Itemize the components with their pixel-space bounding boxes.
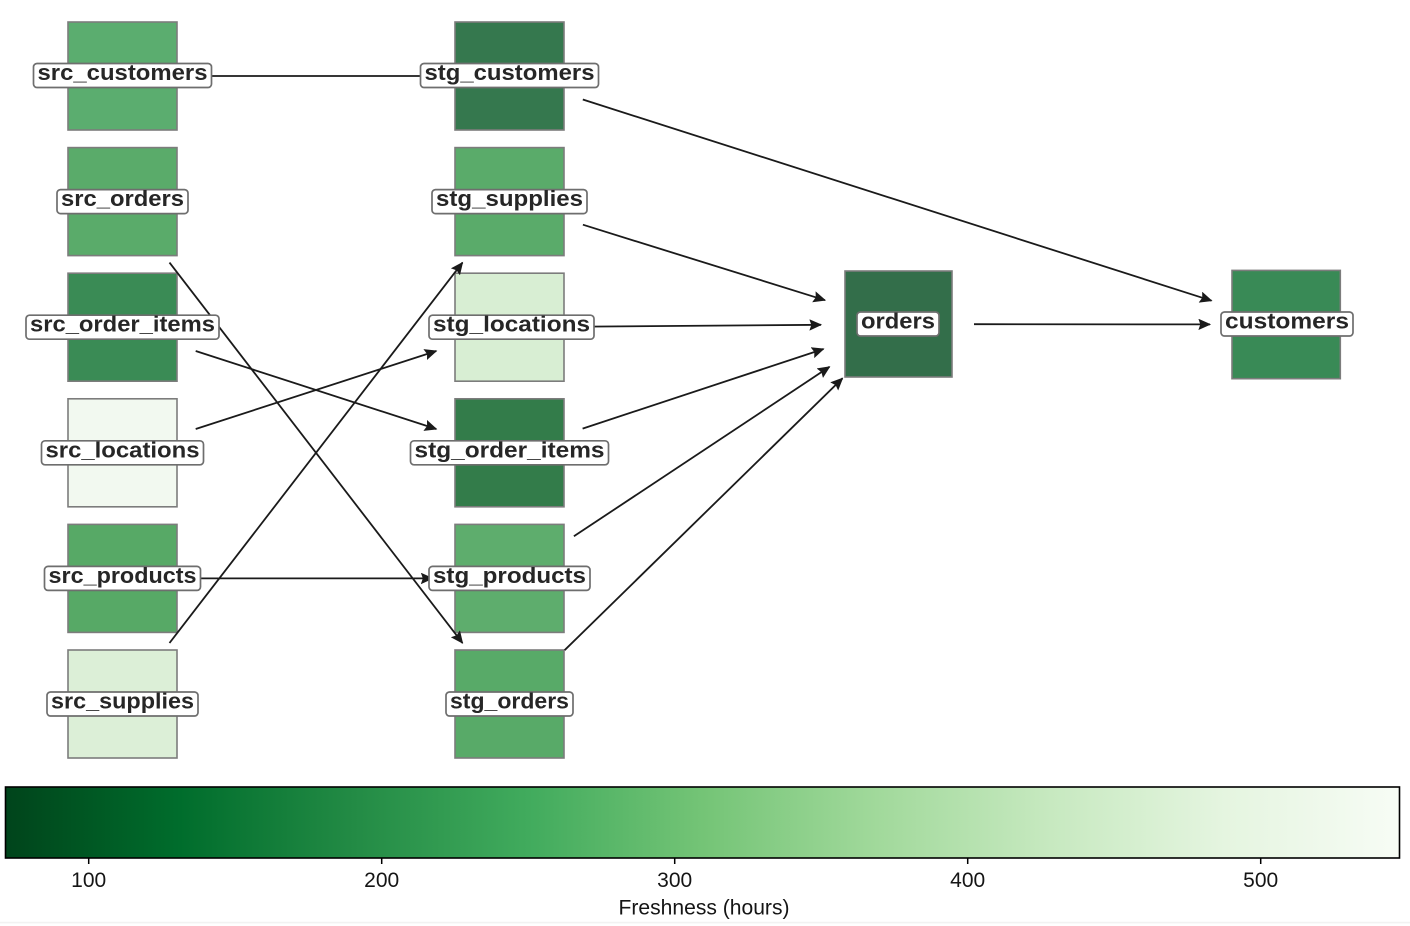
svg-text:300: 300 — [657, 869, 692, 892]
svg-text:Freshness (hours): Freshness (hours) — [619, 897, 790, 920]
svg-text:stg_products: stg_products — [433, 563, 586, 588]
svg-text:stg_order_items: stg_order_items — [415, 437, 605, 462]
svg-text:customers: customers — [1225, 309, 1349, 334]
svg-text:src_locations: src_locations — [46, 437, 200, 462]
svg-text:stg_orders: stg_orders — [450, 689, 569, 714]
svg-text:stg_supplies: stg_supplies — [436, 186, 583, 211]
svg-text:orders: orders — [861, 309, 935, 334]
svg-text:100: 100 — [71, 869, 106, 892]
svg-text:src_products: src_products — [49, 563, 197, 588]
svg-text:src_order_items: src_order_items — [30, 312, 215, 337]
svg-text:src_customers: src_customers — [38, 60, 208, 85]
svg-text:stg_locations: stg_locations — [433, 312, 590, 337]
svg-text:src_supplies: src_supplies — [51, 689, 194, 714]
svg-text:stg_customers: stg_customers — [425, 60, 595, 85]
svg-text:500: 500 — [1243, 869, 1278, 892]
svg-text:200: 200 — [364, 869, 399, 892]
svg-text:src_orders: src_orders — [61, 186, 184, 211]
svg-text:400: 400 — [950, 869, 985, 892]
